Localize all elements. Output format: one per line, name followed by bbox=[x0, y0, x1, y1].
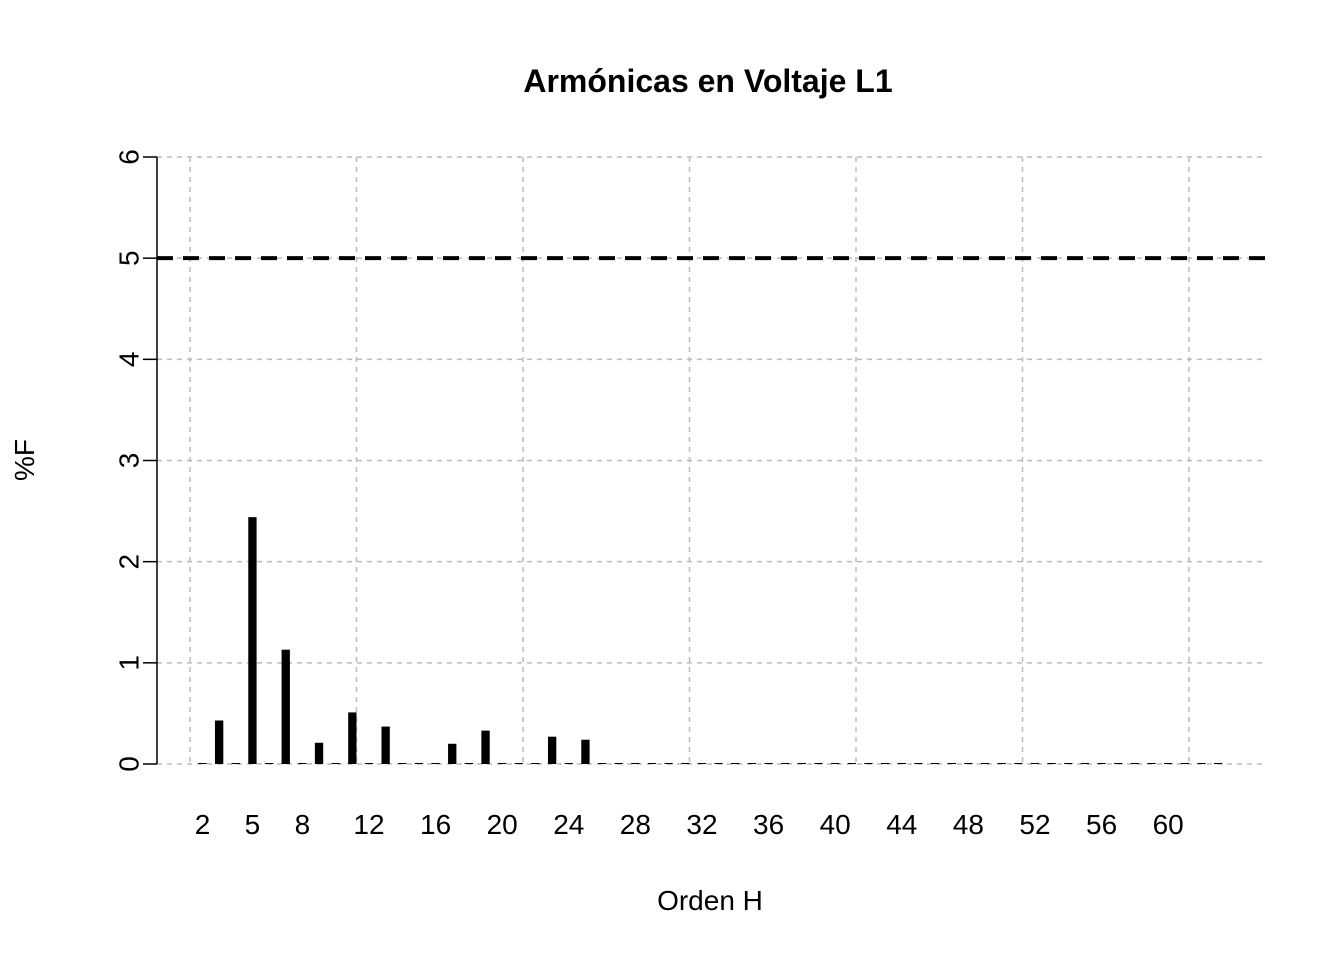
bar bbox=[880, 762, 890, 764]
x-tick-label: 8 bbox=[295, 809, 311, 840]
bar bbox=[814, 762, 823, 764]
y-tick-label: 4 bbox=[113, 352, 144, 368]
x-tick-label: 36 bbox=[753, 809, 784, 840]
bar bbox=[647, 762, 657, 764]
bar bbox=[281, 649, 290, 764]
bar bbox=[930, 762, 940, 764]
bar bbox=[547, 736, 557, 764]
bar bbox=[1080, 762, 1090, 764]
x-tick-label: 12 bbox=[353, 809, 384, 840]
bar bbox=[248, 517, 257, 764]
bar bbox=[564, 762, 573, 764]
bar bbox=[847, 762, 856, 764]
bar bbox=[381, 726, 390, 764]
bar bbox=[1064, 762, 1073, 764]
bar bbox=[464, 762, 474, 764]
x-tick-label: 52 bbox=[1019, 809, 1050, 840]
bar bbox=[1164, 762, 1173, 764]
x-tick-label: 40 bbox=[820, 809, 851, 840]
x-tick-label: 2 bbox=[195, 809, 211, 840]
bar bbox=[498, 762, 507, 764]
y-tick-label: 2 bbox=[113, 554, 144, 570]
bar bbox=[231, 762, 240, 764]
y-tick-label: 3 bbox=[113, 453, 144, 469]
bar bbox=[1180, 762, 1189, 764]
bar bbox=[1097, 762, 1106, 764]
bar bbox=[364, 762, 374, 764]
bar bbox=[298, 762, 307, 764]
bar bbox=[448, 743, 457, 764]
bar bbox=[697, 762, 707, 764]
y-axis-label: %F bbox=[9, 439, 40, 481]
bar bbox=[681, 762, 690, 764]
bar bbox=[1147, 762, 1156, 764]
x-tick-label: 32 bbox=[686, 809, 717, 840]
bar bbox=[664, 762, 673, 764]
x-tick-label: 28 bbox=[620, 809, 651, 840]
bar bbox=[348, 712, 357, 764]
bar bbox=[531, 762, 540, 764]
bar bbox=[481, 730, 490, 764]
y-tick-label: 0 bbox=[113, 756, 144, 772]
bar bbox=[264, 762, 274, 764]
x-tick-label: 48 bbox=[953, 809, 984, 840]
bar bbox=[831, 762, 840, 764]
bar bbox=[1114, 762, 1123, 764]
bar bbox=[1014, 762, 1023, 764]
bar bbox=[314, 742, 324, 764]
bar bbox=[614, 762, 623, 764]
bar bbox=[964, 762, 973, 764]
bar bbox=[1213, 762, 1223, 764]
x-tick-label: 20 bbox=[487, 809, 518, 840]
bar bbox=[581, 739, 590, 764]
bar bbox=[514, 762, 523, 764]
bar bbox=[414, 762, 424, 764]
bar bbox=[631, 762, 640, 764]
bar bbox=[731, 762, 740, 764]
x-tick-label: 60 bbox=[1153, 809, 1184, 840]
x-tick-label: 44 bbox=[886, 809, 917, 840]
x-tick-label: 56 bbox=[1086, 809, 1117, 840]
bar bbox=[897, 762, 906, 764]
bar bbox=[947, 762, 956, 764]
bar bbox=[1047, 762, 1056, 764]
bar bbox=[1197, 762, 1206, 764]
bar bbox=[331, 762, 340, 764]
bar bbox=[747, 762, 757, 764]
y-tick-label: 5 bbox=[113, 250, 144, 266]
y-tick-label: 1 bbox=[113, 655, 144, 671]
x-tick-label: 16 bbox=[420, 809, 451, 840]
bar bbox=[1130, 762, 1140, 764]
x-tick-label: 5 bbox=[245, 809, 261, 840]
bar bbox=[1030, 762, 1040, 764]
bar bbox=[980, 762, 990, 764]
bar bbox=[198, 762, 207, 764]
bar bbox=[431, 762, 440, 764]
bar bbox=[597, 762, 607, 764]
bar bbox=[781, 762, 790, 764]
bar bbox=[864, 762, 873, 764]
x-tick-label: 24 bbox=[553, 809, 584, 840]
y-tick-label: 6 bbox=[113, 149, 144, 165]
bar bbox=[764, 762, 773, 764]
bar bbox=[398, 762, 407, 764]
bar bbox=[997, 762, 1006, 764]
bar bbox=[797, 762, 807, 764]
chart-title: Armónicas en Voltaje L1 bbox=[523, 63, 892, 99]
bar bbox=[214, 720, 224, 764]
bar bbox=[914, 762, 923, 764]
x-axis-label: Orden H bbox=[657, 885, 763, 916]
bar bbox=[714, 762, 723, 764]
